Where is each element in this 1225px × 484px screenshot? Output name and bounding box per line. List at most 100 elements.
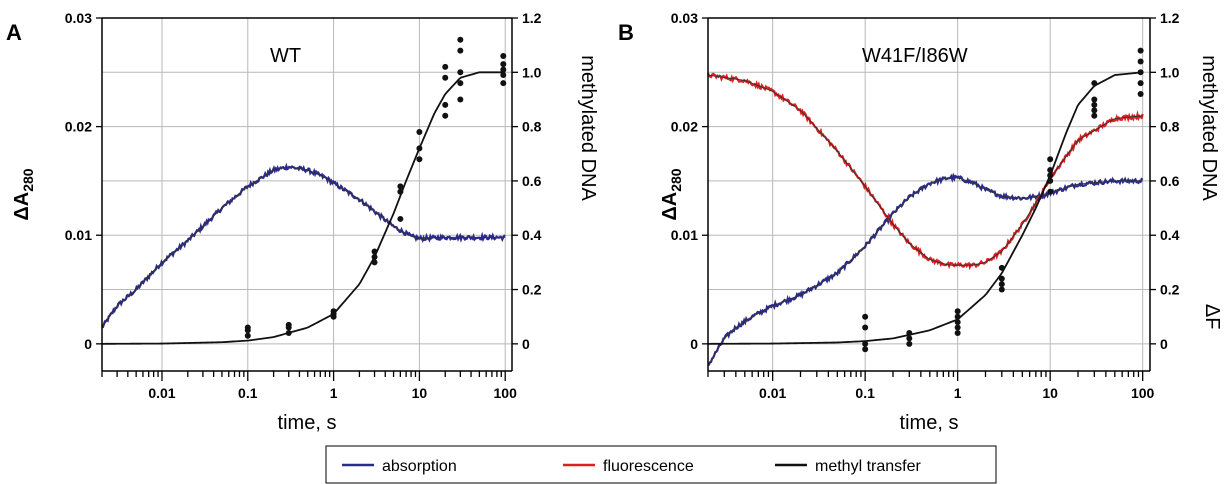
x-tick-label: 100 — [1131, 385, 1155, 401]
y-tick-label-left: 0 — [690, 336, 698, 352]
data-point — [1137, 58, 1144, 65]
data-point — [954, 319, 961, 326]
y-tick-label-right: 0.8 — [522, 119, 542, 135]
data-point — [1091, 101, 1098, 108]
data-point — [1091, 107, 1098, 114]
x-tick-label: 10 — [412, 385, 428, 401]
fit-line-fluorescence — [707, 74, 1143, 266]
y-tick-label-right: 0.4 — [522, 227, 542, 243]
y-tick-label-left: 0.02 — [671, 119, 698, 135]
data-point — [500, 80, 507, 87]
data-point — [442, 101, 449, 108]
data-point — [1047, 188, 1054, 195]
data-point — [371, 248, 378, 255]
data-point — [416, 145, 423, 152]
data-point — [500, 53, 507, 60]
data-point — [500, 61, 507, 68]
data-point — [954, 329, 961, 336]
panel-letter: A — [6, 20, 22, 45]
fit-line-absorption — [101, 166, 506, 328]
legend-label-fluorescence: fluorescence — [603, 458, 694, 475]
data-point — [397, 215, 404, 222]
y-tick-label-left: 0.03 — [671, 10, 698, 26]
data-point — [1137, 91, 1144, 98]
data-point — [330, 308, 337, 315]
data-point — [371, 253, 378, 260]
x-tick-label: 100 — [494, 385, 518, 401]
x-tick-label: 1 — [954, 385, 962, 401]
data-point — [1137, 80, 1144, 87]
y-tick-label-right: 1.2 — [1160, 10, 1180, 26]
x-axis-title: time, s — [278, 412, 337, 434]
data-point — [1091, 96, 1098, 103]
x-tick-label: 0.01 — [148, 385, 175, 401]
data-point — [998, 286, 1005, 293]
x-tick-label: 0.1 — [855, 385, 875, 401]
panel-a: 0.01 0.1 1 10 100 0 0.01 0.02 0.03 0 0.2 0.4 0.6 0.8 1… — [6, 10, 599, 434]
series-line-absorption — [707, 172, 1144, 366]
data-point — [285, 329, 292, 336]
data-point — [416, 156, 423, 163]
data-point — [954, 308, 961, 315]
data-point — [954, 313, 961, 320]
y-tick-label-right: 0 — [522, 336, 530, 352]
data-point — [862, 324, 869, 331]
y-tick-label-left: 0 — [84, 336, 92, 352]
data-point — [1137, 47, 1144, 54]
data-point — [500, 72, 507, 79]
data-point — [442, 63, 449, 70]
y-tick-label-right: 0.2 — [522, 282, 542, 298]
data-point — [285, 321, 292, 328]
y-tick-label-right: 0.8 — [1160, 119, 1180, 135]
data-point — [906, 329, 913, 336]
data-point — [500, 66, 507, 73]
data-point — [1091, 112, 1098, 119]
data-point — [906, 335, 913, 342]
y-tick-label-right: 0.2 — [1160, 282, 1180, 298]
x-axis-title: time, s — [900, 412, 959, 434]
y-tick-label-right: 0.6 — [1160, 173, 1180, 189]
data-point — [457, 36, 464, 43]
data-point — [998, 275, 1005, 282]
data-point — [1091, 80, 1098, 87]
y-axis-title-right-secondary: ΔF — [1201, 304, 1223, 330]
data-point — [457, 47, 464, 54]
y-tick-label-right: 0.6 — [522, 173, 542, 189]
data-point — [244, 324, 251, 331]
data-point — [954, 324, 961, 331]
y-tick-label-left: 0.03 — [65, 10, 92, 26]
data-point — [998, 281, 1005, 288]
series-line-methyl-transfer — [101, 71, 506, 345]
legend-label-absorption: absorption — [382, 458, 457, 475]
y-tick-label-right: 1.2 — [522, 10, 542, 26]
y-axis-title-left: ΔA280 — [11, 168, 36, 220]
y-axis-title-left: ΔA280 — [659, 168, 684, 220]
data-point — [442, 112, 449, 119]
data-point — [1047, 167, 1054, 174]
data-point — [244, 332, 251, 339]
panel-annotation: WT — [270, 45, 301, 67]
y-tick-label-left: 0.01 — [65, 227, 92, 243]
fit-line-absorption — [707, 177, 1143, 366]
x-tick-label: 10 — [1042, 385, 1058, 401]
data-point — [862, 346, 869, 353]
panel-letter: B — [618, 20, 634, 45]
data-point — [1047, 177, 1054, 184]
y-tick-label-right: 0 — [1160, 336, 1168, 352]
data-point — [457, 96, 464, 103]
data-point — [457, 80, 464, 87]
data-point — [442, 74, 449, 81]
data-point — [397, 188, 404, 195]
y-tick-label-right: 0.4 — [1160, 227, 1180, 243]
series-line-methyl-transfer — [707, 71, 1143, 345]
y-tick-label-right: 1.0 — [1160, 64, 1180, 80]
data-point — [457, 69, 464, 76]
panel-annotation: W41F/I86W — [862, 45, 968, 67]
data-point — [397, 183, 404, 190]
data-point — [862, 313, 869, 320]
data-point — [416, 129, 423, 136]
data-point — [1137, 69, 1144, 76]
y-axis-title-right: methylated DNA — [577, 55, 599, 201]
data-point — [1047, 156, 1054, 163]
